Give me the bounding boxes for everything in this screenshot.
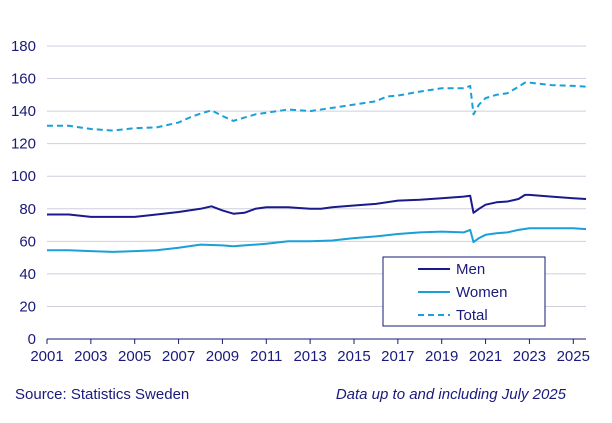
legend: Men Women Total xyxy=(382,256,546,327)
y-tick-label: 60 xyxy=(19,233,36,250)
legend-box xyxy=(382,256,546,327)
series-line-total xyxy=(47,81,587,132)
x-tick-label: 2025 xyxy=(557,348,590,365)
legend-label-men: Men xyxy=(456,261,485,278)
gridlines xyxy=(47,45,586,307)
x-tick-label: 2015 xyxy=(337,348,370,365)
x-tick-label: 2013 xyxy=(293,348,326,365)
x-tick-label: 2021 xyxy=(469,348,502,365)
y-tick-label: 20 xyxy=(19,298,36,315)
series-lines xyxy=(47,81,587,253)
y-axis-ticks: 0 20 40 60 80 100 120 140 160 180 xyxy=(11,38,36,348)
y-tick-label: 40 xyxy=(19,266,36,283)
x-tick-label: 2011 xyxy=(250,348,282,365)
x-tick-label: 2023 xyxy=(513,348,546,365)
series-line-women xyxy=(47,227,587,253)
x-tick-label: 2017 xyxy=(381,348,414,365)
data-coverage-note: Data up to and including July 2025 xyxy=(335,386,566,403)
x-tick-label: 2001 xyxy=(30,348,63,365)
x-tick-label: 2009 xyxy=(206,348,239,365)
legend-label-women: Women xyxy=(456,284,507,301)
x-axis-ticks: 2001 2003 2005 2007 2009 2011 2013 2015 2017 2019… xyxy=(30,338,590,365)
y-tick-label: 100 xyxy=(11,168,36,185)
legend-label-total: Total xyxy=(456,307,488,324)
y-tick-label: 120 xyxy=(11,136,36,153)
y-tick-label: 0 xyxy=(28,331,36,348)
y-tick-label: 160 xyxy=(11,71,36,88)
y-tick-label: 180 xyxy=(11,38,36,55)
series-line-men xyxy=(47,193,587,218)
y-tick-label: 140 xyxy=(11,103,36,120)
x-tick-label: 2007 xyxy=(162,348,195,365)
x-tick-label: 2019 xyxy=(425,348,458,365)
y-tick-label: 80 xyxy=(19,201,36,218)
x-tick-label: 2003 xyxy=(74,348,107,365)
x-tick-label: 2005 xyxy=(118,348,151,365)
source-note: Source: Statistics Sweden xyxy=(15,386,190,403)
